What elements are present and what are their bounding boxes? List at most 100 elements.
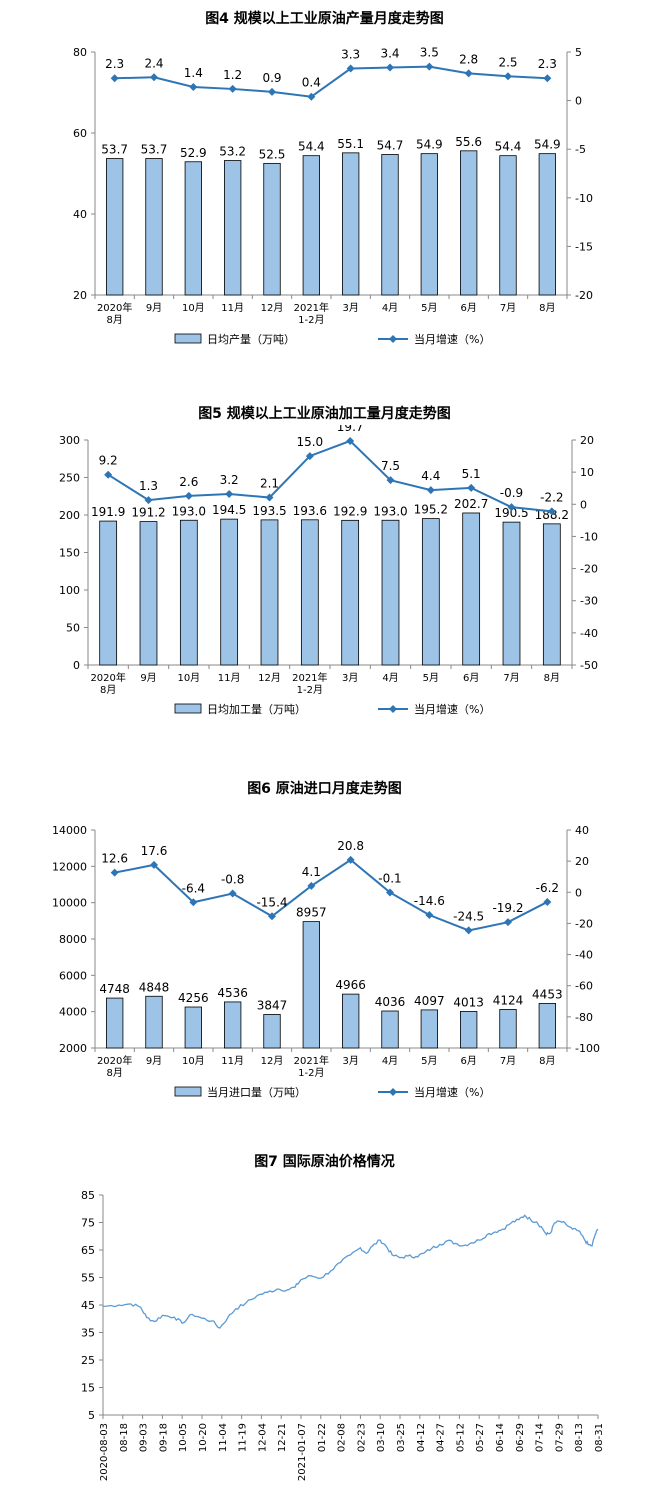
growth-point	[189, 82, 198, 91]
bar	[420, 153, 438, 296]
category-label: 1-2月	[298, 1067, 324, 1079]
x-tick-label: 11-04	[218, 1423, 229, 1452]
x-tick-label: 09-03	[139, 1423, 150, 1452]
x-tick-label: 2021-01-07	[297, 1423, 308, 1481]
chart-panel-production: 图4 规模以上工业原油产量月度走势图 20 40 60 80 -20 -15 -10 -5 0 5…	[0, 0, 649, 380]
bar	[538, 1003, 556, 1049]
bar	[184, 1006, 202, 1049]
bar-value-label: 54.7	[377, 138, 404, 152]
x-tick-label: 04-12	[416, 1423, 427, 1452]
bar-value-label: 3847	[257, 998, 288, 1012]
x-tick-label: 03-25	[396, 1423, 407, 1452]
growth-value-label: 15.0	[296, 435, 323, 449]
brent-price-line	[102, 1214, 599, 1329]
right-tick-label: -80	[575, 1011, 593, 1024]
growth-value-label: -6.2	[536, 881, 559, 895]
growth-point	[547, 507, 556, 516]
category-label: 9月	[146, 1055, 162, 1067]
right-tick-label: -50	[580, 659, 598, 672]
bar-value-label: 4453	[532, 987, 563, 1001]
x-tick-label: 12-21	[277, 1423, 288, 1452]
chart-panel-imports: 图6 原油进口月度走势图 2000 4000 6000 8000 10000 12000 1…	[0, 770, 649, 1130]
growth-point	[386, 476, 395, 485]
category-label: 9月	[140, 672, 156, 684]
category-label: 6月	[460, 302, 476, 314]
left-tick-label: 50	[66, 622, 80, 635]
category-label: 4月	[382, 672, 398, 684]
bar	[342, 993, 360, 1049]
category-label: 8月	[539, 302, 555, 314]
category-label: 5月	[423, 672, 439, 684]
category-label: 8月	[106, 1067, 122, 1079]
bar	[224, 1001, 242, 1049]
bar	[263, 1014, 281, 1049]
category-label: 12月	[261, 302, 284, 314]
growth-value-label: -19.2	[492, 901, 523, 915]
growth-point	[228, 889, 237, 898]
bar-value-label: 192.9	[333, 504, 367, 518]
bar-value-label: 55.1	[337, 137, 364, 151]
right-tick-label: 40	[575, 824, 589, 837]
bar-value-label: 4748	[99, 982, 130, 996]
growth-point	[268, 87, 276, 96]
growth-point	[504, 72, 512, 81]
growth-value-label: 2.3	[538, 57, 557, 71]
left-tick-label: 6000	[59, 969, 87, 982]
bar	[145, 158, 163, 296]
left-tick-label: 14000	[52, 824, 87, 837]
growth-value-label: 0.9	[262, 71, 281, 85]
chart-panel-processing: 图5 规模以上工业原油加工量月度走势图 0 50 100 150 200 250 300 -5…	[0, 395, 649, 755]
category-label: 4月	[382, 1055, 398, 1067]
right-tick-label: 0	[575, 886, 582, 899]
bar	[460, 1011, 478, 1049]
bar-value-label: 54.9	[534, 138, 561, 152]
growth-value-label: -24.5	[453, 909, 484, 923]
bar-value-label: 194.5	[212, 503, 246, 517]
category-label: 7月	[500, 302, 516, 314]
growth-value-label: 20.8	[337, 839, 364, 853]
right-tick-label: -15	[575, 240, 593, 253]
category-label: 2021年	[292, 671, 327, 684]
category-label: 8月	[100, 684, 116, 696]
legend-bar-swatch	[174, 703, 202, 714]
growth-value-label: 17.6	[141, 844, 168, 858]
left-tick-label: 12000	[52, 860, 87, 873]
right-tick-label: -20	[580, 563, 598, 576]
x-tick-label: 08-18	[119, 1423, 130, 1452]
left-tick-label: 80	[73, 46, 87, 59]
bar	[99, 520, 118, 666]
chart-processing: 050100150200250300-50-40-30-20-100102020…	[59, 425, 598, 716]
y-tick-label: 5	[88, 1409, 95, 1422]
category-label: 8月	[106, 314, 122, 326]
category-label: 3月	[342, 302, 358, 314]
category-label: 3月	[342, 1055, 358, 1067]
category-label: 6月	[463, 672, 479, 684]
growth-point	[189, 898, 198, 907]
x-tick-label: 10-05	[178, 1423, 189, 1452]
category-label: 11月	[221, 1055, 244, 1067]
bar-value-label: 4256	[178, 991, 209, 1005]
growth-point	[346, 64, 355, 73]
x-tick-label: 08-31	[594, 1423, 605, 1452]
bar-value-label: 4097	[414, 994, 445, 1008]
bar-value-label: 4013	[453, 995, 484, 1009]
legend-bar-label: 日均加工量（万吨）	[207, 703, 306, 716]
growth-point	[228, 84, 237, 93]
growth-value-label: -0.1	[378, 871, 401, 885]
bar-value-label: 53.2	[219, 145, 246, 159]
growth-value-label: 2.3	[105, 57, 124, 71]
right-tick-label: -30	[580, 595, 598, 608]
legend-line-label: 当月增速（%）	[414, 332, 490, 346]
bar-value-label: 193.5	[252, 504, 286, 518]
growth-value-label: -14.6	[414, 894, 445, 908]
category-label: 8月	[544, 672, 560, 684]
growth-point	[110, 868, 119, 877]
growth-point	[104, 470, 113, 479]
growth-value-label: 4.1	[302, 865, 321, 879]
category-label: 4月	[382, 302, 398, 314]
legend-bar-swatch	[174, 333, 202, 344]
growth-value-label: 2.1	[260, 477, 279, 491]
chart-title: 图6 原油进口月度走势图	[247, 781, 402, 797]
growth-point	[225, 490, 234, 498]
left-tick-label: 2000	[59, 1042, 87, 1055]
